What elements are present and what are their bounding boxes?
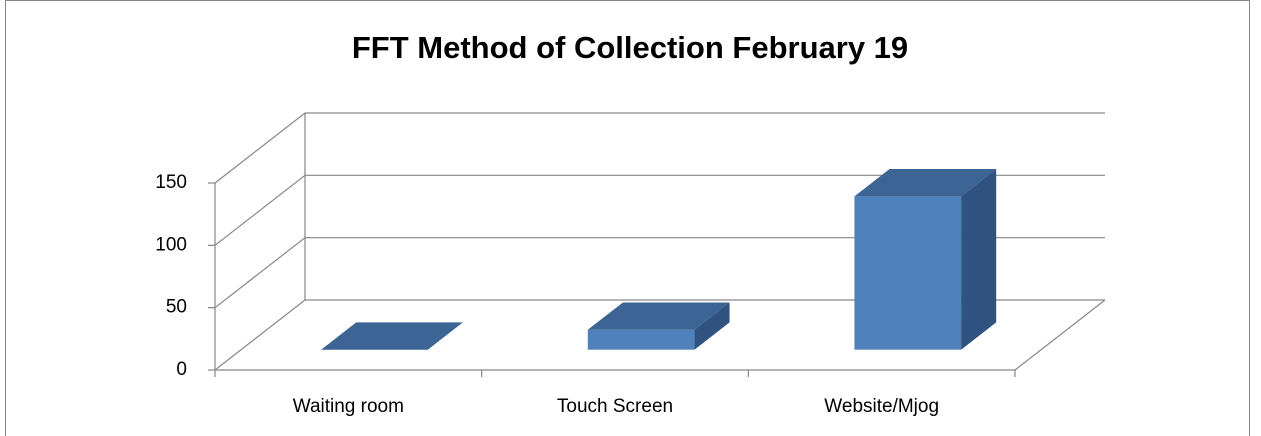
bar-top	[854, 169, 997, 197]
bar-side	[961, 169, 997, 350]
chart-border	[5, 0, 1250, 436]
bar-front	[854, 196, 962, 350]
x-tick-label: Touch Screen	[557, 396, 673, 417]
y-tick-label: 150	[155, 172, 187, 193]
x-tick-label: Waiting room	[293, 396, 404, 417]
side-grid-line	[214, 299, 306, 371]
bar-side	[694, 302, 730, 350]
y-tick-label: 50	[166, 297, 187, 318]
floor-edge	[1014, 299, 1106, 371]
bar-top	[587, 302, 730, 330]
x-tick-label: Website/Mjog	[824, 396, 939, 417]
chart-title: FFT Method of Collection February 19	[352, 30, 908, 65]
side-grid-line	[214, 174, 306, 246]
y-tick-label: 100	[155, 234, 187, 255]
bar-front	[587, 329, 695, 350]
side-grid-line	[214, 112, 306, 184]
y-tick-label: 0	[176, 359, 187, 380]
bar-top	[321, 322, 463, 350]
side-grid-line	[214, 237, 306, 309]
